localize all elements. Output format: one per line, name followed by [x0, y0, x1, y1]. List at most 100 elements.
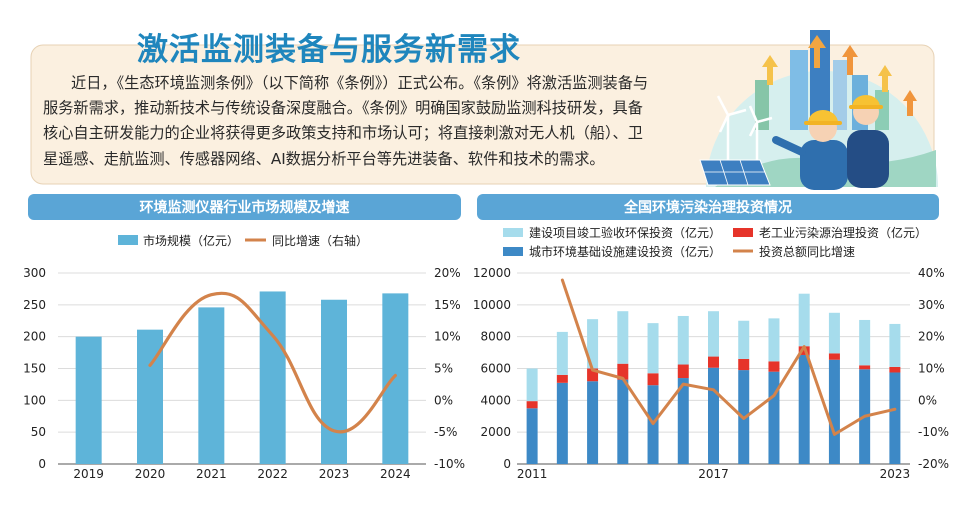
x-tick-label: 2023: [319, 467, 350, 481]
project-env-bar: [526, 368, 538, 402]
intro-line-1: 近日，《生态环境监测条例》（以下简称《条例》）正式公布。《条例》将激活监测装备与: [71, 74, 648, 92]
worker-icon: [772, 95, 889, 190]
intro-line-3: 核心自主研发能力的企业将获得更多政策支持和市场认可；将直接刺激对无人机（船）、卫: [43, 124, 643, 142]
x-tick-label: 2020: [135, 467, 166, 481]
market-size-bar: [259, 291, 286, 464]
urban-infrastructure-bar: [768, 371, 780, 464]
left-legend: 市场规模（亿元） 同比增速（右轴）: [118, 233, 368, 248]
market-size-bar: [198, 307, 225, 464]
old-industrial-bar: [708, 356, 719, 368]
legend-label-urban-infrastructure-investment: 城市环境基础设施建设投资（亿元）: [529, 244, 721, 259]
solar-panel-icon: [699, 159, 771, 186]
x-tick-label: 2017: [698, 467, 729, 481]
urban-infrastructure-bar: [889, 372, 901, 464]
legend-label-project-env-investment: 建设项目竣工验收环保投资（亿元）: [529, 225, 721, 240]
project-env-bar: [677, 315, 689, 365]
urban-infrastructure-bar: [556, 382, 568, 464]
y-tick-label: 0: [503, 457, 511, 471]
urban-infrastructure-bar: [828, 359, 840, 464]
legend-label-market-size: 市场规模（亿元）: [143, 233, 239, 248]
right-chart-title: 全国环境污染治理投资情况: [623, 199, 792, 216]
project-env-bar: [828, 312, 840, 354]
market-size-chart: 0 50 100 150 200 250 300 20% 15% 10% 5% 0% -5% -10% 20…: [23, 266, 465, 481]
x-tick-label: 2011: [517, 467, 548, 481]
y2-tick-label: 30%: [918, 298, 945, 312]
market-size-bar: [382, 293, 409, 464]
y2-tick-label: 40%: [918, 266, 945, 280]
old-industrial-bar: [617, 363, 629, 380]
urban-infrastructure-bar: [526, 408, 538, 464]
y2-tick-label: 0%: [434, 393, 453, 407]
y2-tick-label: -5%: [434, 425, 457, 439]
project-env-bar: [798, 293, 810, 347]
total-growth-line: [560, 278, 897, 436]
intro-line-2: 服务新需求，推动新技术与传统设备深度融合。《条例》明确国家鼓励监测科技研发，具备: [43, 99, 643, 117]
y-tick-label: 50: [31, 425, 46, 439]
y2-tick-label: 10%: [434, 330, 461, 344]
project-env-bar: [587, 319, 599, 369]
y2-tick-label: 5%: [434, 362, 453, 376]
urban-infrastructure-bar: [798, 354, 810, 464]
project-env-bar: [859, 319, 871, 366]
project-env-bar: [889, 323, 901, 367]
y-tick-label: 300: [23, 266, 46, 280]
old-industrial-bar: [526, 401, 538, 409]
y2-tick-label: 20%: [434, 266, 461, 280]
project-env-bar: [708, 311, 719, 357]
y2-tick-label: 10%: [918, 362, 945, 376]
old-industrial-bar: [768, 361, 780, 372]
right-chart-header: 全国环境污染治理投资情况: [477, 194, 939, 220]
x-tick-label: 2022: [257, 467, 288, 481]
y2-tick-label: -10%: [434, 457, 465, 471]
legend-label-total-growth: 投资总额同比增速: [759, 244, 855, 259]
legend-swatch-project-env-investment: [503, 228, 523, 237]
yoy-growth-line: [148, 291, 397, 434]
market-size-bar: [321, 299, 347, 464]
old-industrial-bar: [556, 374, 568, 383]
y-tick-label: 0: [38, 457, 46, 471]
legend-swatch-market-size: [118, 235, 138, 245]
urban-infrastructure-bar: [677, 378, 689, 464]
y2-tick-label: 20%: [918, 330, 945, 344]
x-tick-label: 2019: [73, 467, 104, 481]
main-title: 激活监测装备与服务新需求: [137, 32, 521, 68]
x-tick-label: 2024: [380, 467, 411, 481]
illustration: [699, 30, 938, 190]
intro-line-4: 星遥感、走航监测、传感器网络、AI数据分析平台等先进装备、软件和技术的需求。: [43, 150, 605, 168]
y-tick-label: 250: [23, 298, 46, 312]
left-chart-header: 环境监测仪器行业市场规模及增速: [28, 194, 461, 220]
y-tick-label: 150: [23, 362, 46, 376]
y-tick-label: 6000: [480, 362, 511, 376]
old-industrial-bar: [587, 368, 599, 382]
old-industrial-bar: [647, 373, 659, 386]
y-tick-label: 100: [23, 393, 46, 407]
legend-swatch-urban-infrastructure-investment: [503, 247, 523, 256]
x-tick-label: 2021: [196, 467, 227, 481]
old-industrial-bar: [859, 365, 871, 370]
old-industrial-bar: [677, 364, 689, 379]
y-tick-label: 10000: [473, 298, 511, 312]
x-tick-label: 2023: [880, 467, 911, 481]
urban-infrastructure-bar: [617, 379, 629, 464]
y-tick-label: 2000: [480, 425, 511, 439]
left-chart-title: 环境监测仪器行业市场规模及增速: [140, 199, 350, 216]
y-tick-label: 8000: [480, 330, 511, 344]
y-tick-label: 200: [23, 330, 46, 344]
project-env-bar: [556, 331, 568, 375]
y-tick-label: 12000: [473, 266, 511, 280]
project-env-bar: [617, 311, 629, 364]
right-legend: 建设项目竣工验收环保投资（亿元） 老工业污染源治理投资（亿元） 城市环境基础设施…: [503, 225, 927, 259]
pollution-investment-chart: 0 2000 4000 6000 8000 10000 12000 40% 30% 20% 10% 0…: [473, 266, 949, 481]
old-industrial-bar: [738, 358, 750, 371]
legend-label-old-industrial-investment: 老工业污染源治理投资（亿元）: [759, 225, 927, 240]
project-env-bar: [647, 323, 659, 374]
legend-swatch-old-industrial-investment: [733, 228, 753, 237]
project-env-bar: [738, 320, 750, 359]
y2-tick-label: -10%: [918, 425, 949, 439]
old-industrial-bar: [889, 366, 901, 373]
y2-tick-label: 15%: [434, 298, 461, 312]
project-env-bar: [768, 318, 780, 362]
old-industrial-bar: [828, 353, 840, 360]
y2-tick-label: 0%: [918, 393, 937, 407]
y-tick-label: 4000: [480, 393, 511, 407]
